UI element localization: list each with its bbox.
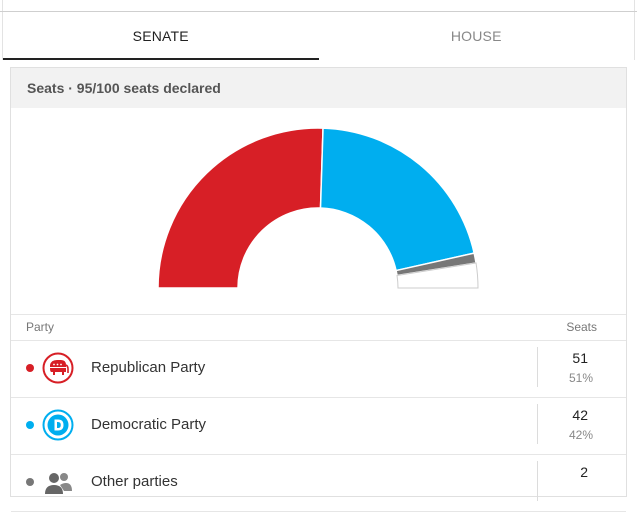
seat-count: 42 xyxy=(572,407,588,423)
republican-color-dot xyxy=(26,364,34,372)
seats-declared-title: Seats · 95/100 seats declared xyxy=(27,80,221,96)
party-row-republican[interactable]: Republican Party 51 51% xyxy=(11,340,626,398)
row-divider xyxy=(537,347,538,387)
table-header: Party Seats xyxy=(11,314,626,341)
seat-percentage: 42% xyxy=(568,428,593,442)
party-row-other[interactable]: Other parties 2 xyxy=(11,454,626,512)
half-donut-chart xyxy=(157,127,479,289)
strip-edge-right xyxy=(634,0,635,11)
seats-card: Seats · 95/100 seats declared Party Seat… xyxy=(10,67,627,512)
row-divider xyxy=(537,404,538,444)
party-name: Other parties xyxy=(91,473,178,490)
seat-count: 51 xyxy=(572,350,588,366)
republican-elephant-icon xyxy=(42,352,74,384)
party-column-header: Party xyxy=(26,320,55,334)
tab-house[interactable]: HOUSE xyxy=(319,12,635,60)
chart-segment-republican-party xyxy=(157,127,324,289)
chart-segment-undeclared xyxy=(396,262,479,289)
strip-edge-left xyxy=(2,0,3,11)
top-strip xyxy=(0,0,637,12)
other-color-dot xyxy=(26,478,34,486)
chamber-tabs: SENATE HOUSE xyxy=(2,12,635,60)
tab-senate[interactable]: SENATE xyxy=(3,12,319,60)
party-name: Republican Party xyxy=(91,359,206,376)
democratic-color-dot xyxy=(26,421,34,429)
seat-percentage: 51% xyxy=(568,371,593,385)
democratic-d-icon xyxy=(42,409,74,441)
party-row-democratic[interactable]: Democratic Party 42 42% xyxy=(11,397,626,455)
people-group-icon xyxy=(42,466,74,498)
seat-count: 2 xyxy=(580,464,588,480)
seats-column-header: Seats xyxy=(566,320,597,334)
chart-segment-democratic-party xyxy=(319,127,476,272)
row-divider xyxy=(537,461,538,501)
tab-house-label: HOUSE xyxy=(450,28,502,44)
party-name: Democratic Party xyxy=(91,416,207,433)
seat-chart xyxy=(11,108,626,308)
card-header: Seats · 95/100 seats declared xyxy=(11,68,626,108)
tab-senate-label: SENATE xyxy=(132,28,189,44)
